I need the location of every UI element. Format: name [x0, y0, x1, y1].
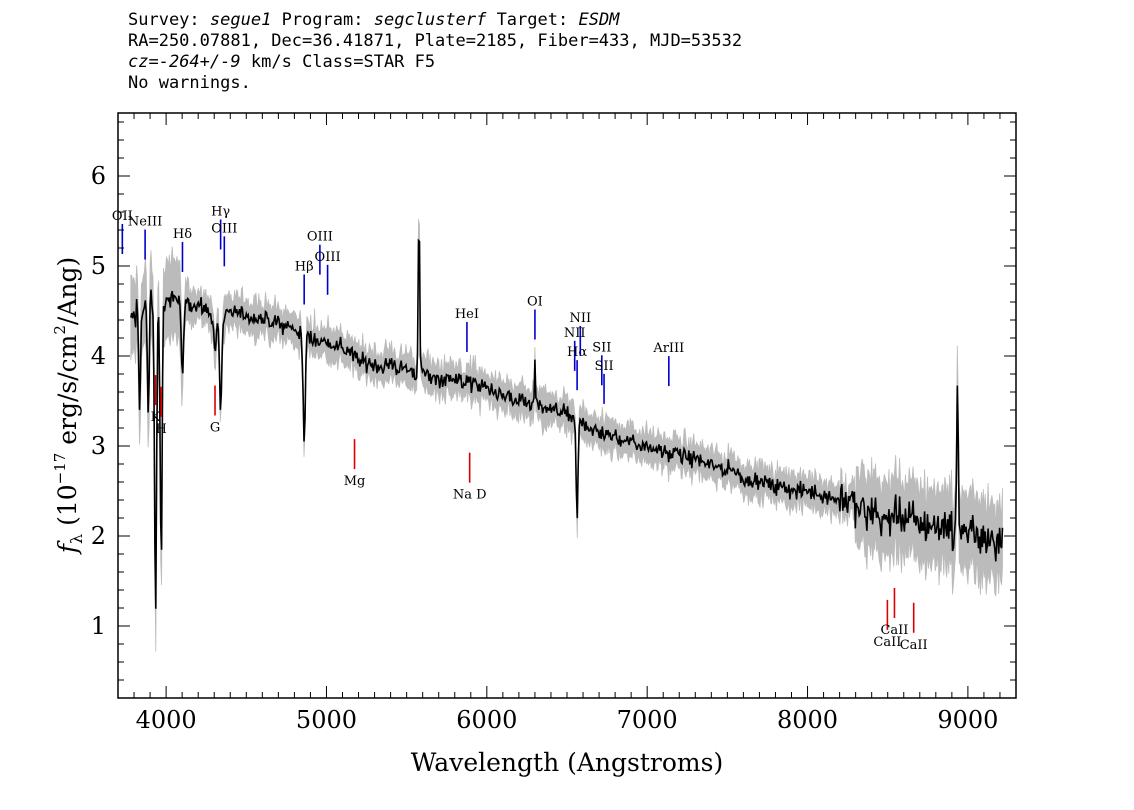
y-tick-label: 3 [91, 432, 106, 460]
error-band [130, 219, 1003, 652]
survey-value: segue1 [209, 10, 272, 30]
absorption-line-label: K [151, 410, 161, 425]
survey-label: Survey: [128, 10, 200, 30]
spectral-lines-layer: OIINeIIIHδHγOIIIHβOIIIOIIIHeIOINIIHαNIIS… [112, 205, 928, 653]
svg-text:fλ (10−17 erg/s/cm2/Ang): fλ (10−17 erg/s/cm2/Ang) [51, 257, 86, 556]
x-tick-label: 7000 [617, 706, 678, 734]
x-axis-title: Wavelength (Angstroms) [411, 748, 723, 777]
absorption-line-label: Mg [344, 474, 366, 489]
y-axis-title: fλ (10−17 erg/s/cm2/Ang) [51, 257, 86, 556]
absorption-line-label: CaII [873, 635, 901, 650]
x-tick-label: 5000 [296, 706, 357, 734]
emission-line-label: Hγ [211, 205, 230, 220]
flux-series-line [130, 238, 1004, 609]
y-tick-label: 4 [91, 342, 106, 370]
y-tick-label: 2 [91, 522, 106, 550]
header-line-3: cz=-264+/-9 km/s Class=STAR F5 [128, 52, 742, 73]
absorption-line-label: Na D [453, 488, 487, 503]
target-label: Target: [496, 10, 569, 30]
class-text: Class=STAR F5 [302, 52, 436, 72]
emission-line-label: ArIII [652, 341, 684, 356]
emission-line-label: OI [527, 295, 543, 310]
x-tick-label: 9000 [937, 706, 998, 734]
emission-line-label: Hδ [173, 227, 192, 242]
cz-unit: km/s [250, 52, 292, 72]
header-line-4: No warnings. [128, 73, 251, 93]
spectrum-header: Survey: segue1 Program: segclusterf Targ… [128, 10, 742, 94]
emission-line-label: SII [594, 359, 613, 374]
absorption-line-label: G [210, 421, 220, 436]
target-value: ESDM [578, 10, 620, 30]
program-value: segclusterf [373, 10, 487, 30]
emission-line-label: Hβ [295, 259, 314, 274]
x-tick-label: 8000 [777, 706, 838, 734]
emission-line-label: HeI [455, 307, 479, 322]
error-band-layer [130, 219, 1003, 652]
emission-line-label: NII [564, 326, 586, 341]
emission-line-label: NeIII [128, 215, 162, 230]
y-tick-label: 6 [91, 162, 106, 190]
x-tick-label: 6000 [456, 706, 517, 734]
x-tick-label: 4000 [136, 706, 197, 734]
absorption-line-label: H [155, 422, 166, 437]
emission-line-label: OII [112, 209, 133, 224]
flux-layer [130, 238, 1004, 609]
absorption-line-label: CaII [900, 638, 928, 653]
program-label: Program: [281, 10, 364, 30]
axis-ticks-layer: 4000 5000 6000 7000 8000 9000 1 2 3 4 5 6 [91, 113, 1017, 734]
emission-line-label: NII [569, 311, 591, 326]
emission-line-label: OIII [307, 230, 333, 245]
emission-line-label: Hα [567, 345, 587, 360]
y-tick-label: 1 [91, 612, 106, 640]
cz-label: cz= [128, 52, 159, 72]
absorption-line-label: CaII [880, 623, 908, 638]
emission-line-label: OIII [315, 250, 341, 265]
cz-value: -264+/-9 [158, 52, 241, 72]
header-line-1: Survey: segue1 Program: segclusterf Targ… [128, 10, 742, 31]
y-tick-label: 5 [91, 252, 106, 280]
emission-line-label: SII [592, 340, 611, 355]
emission-line-label: OIII [211, 221, 237, 236]
header-line-2: RA=250.07881, Dec=36.41871, Plate=2185, … [128, 31, 743, 51]
